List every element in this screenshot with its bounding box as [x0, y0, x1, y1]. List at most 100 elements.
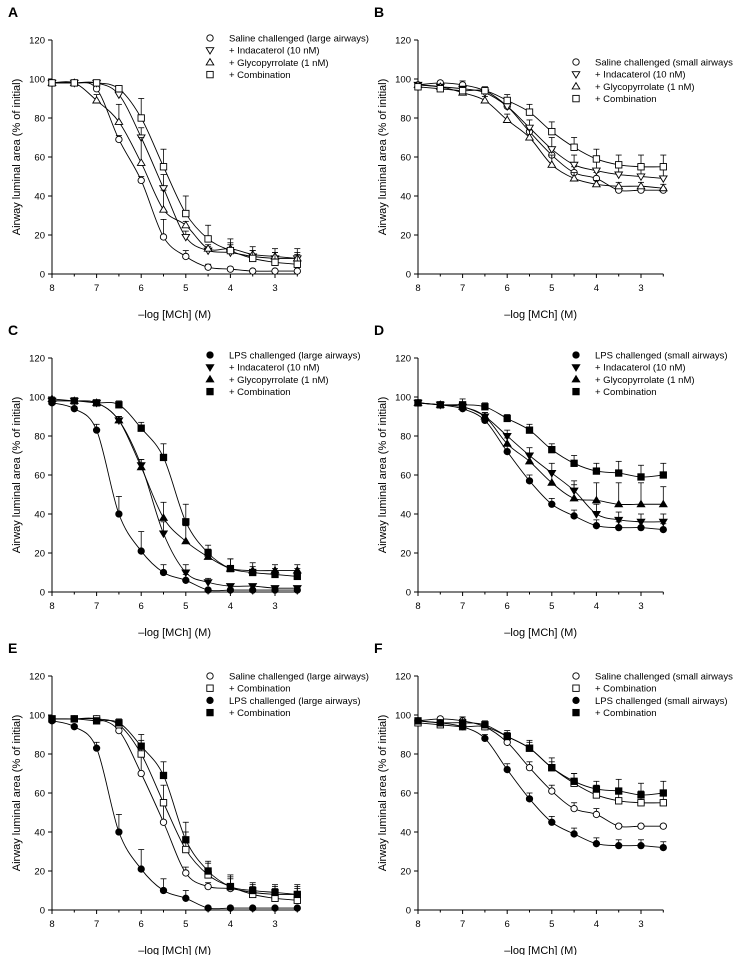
series-0 [414, 399, 667, 534]
legend-label: + Glycopyrrolate (1 nM) [229, 58, 329, 69]
legend-marker-square [206, 684, 214, 692]
x-tick-label: 5 [183, 283, 188, 294]
data-point [293, 267, 301, 275]
data-point [270, 585, 280, 593]
data-point [159, 233, 168, 241]
data-point [48, 715, 56, 723]
data-point [615, 469, 623, 477]
x-tick-label: 3 [272, 283, 277, 294]
x-tick-label: 6 [505, 601, 510, 612]
data-point [636, 173, 646, 182]
data-point [204, 867, 212, 875]
data-point [659, 822, 667, 830]
legend-marker-triangle-down [205, 47, 215, 55]
data-point [249, 568, 257, 577]
data-point [293, 572, 301, 581]
data-point [615, 523, 623, 532]
data-point [658, 175, 668, 184]
x-tick-label: 5 [549, 601, 554, 612]
x-tick-label: 6 [139, 919, 144, 930]
series-0 [48, 79, 301, 275]
data-point [637, 473, 645, 481]
x-tick-label: 6 [505, 919, 510, 930]
data-point [569, 161, 579, 170]
y-tick-label: 80 [34, 114, 45, 125]
data-point [137, 750, 145, 758]
data-point [548, 763, 556, 772]
data-point [525, 795, 534, 803]
y-tick-label: 120 [29, 672, 45, 683]
data-point [159, 163, 168, 171]
data-point [204, 263, 212, 271]
x-tick-label: 4 [594, 283, 599, 294]
data-point [481, 734, 489, 743]
fit-curve [51, 398, 298, 572]
y-tick-label: 40 [34, 828, 45, 839]
data-point [548, 818, 556, 826]
data-point [436, 719, 444, 727]
y-tick-label: 60 [400, 471, 411, 482]
series-3 [48, 397, 301, 581]
data-point [159, 886, 168, 895]
legend-label: + Indacaterol (10 nM) [229, 363, 320, 374]
fit-curve [52, 718, 298, 901]
legend-marker-circle [206, 351, 214, 359]
data-point [182, 209, 190, 218]
data-point [481, 721, 489, 729]
data-point [615, 787, 623, 795]
data-point [524, 456, 535, 465]
y-tick-label: 120 [29, 36, 45, 47]
y-tick-label: 20 [400, 549, 411, 560]
x-tick-label: 5 [549, 283, 554, 294]
x-axis-label: –log [MCh] (M) [504, 627, 577, 639]
data-point [615, 797, 623, 805]
series-2 [413, 398, 668, 508]
y-tick-label: 20 [400, 231, 411, 242]
data-point [659, 471, 667, 479]
data-point [503, 732, 511, 741]
data-point [271, 888, 279, 897]
x-tick-label: 5 [549, 919, 554, 930]
y-axis-label: Airway luminal area (% of initial) [11, 715, 23, 872]
data-point [548, 787, 556, 795]
y-axis-label: Airway luminal area (% of initial) [377, 79, 389, 236]
x-axis-label: –log [MCh] (M) [138, 945, 211, 955]
data-point [547, 146, 557, 154]
y-tick-label: 60 [34, 471, 45, 482]
series-2 [47, 78, 302, 262]
series-1 [48, 715, 301, 904]
series-3 [48, 79, 301, 268]
data-point [570, 804, 578, 813]
y-tick-label: 40 [34, 510, 45, 521]
y-tick-label: 120 [29, 354, 45, 365]
y-tick-label: 0 [40, 906, 45, 917]
y-tick-label: 40 [34, 192, 45, 203]
data-point [182, 845, 190, 854]
legend-label: Saline challenged (large airways) [229, 672, 369, 683]
data-point [159, 799, 168, 807]
data-point [48, 79, 56, 87]
data-point [480, 95, 490, 104]
data-point [591, 495, 601, 504]
series-2 [48, 717, 301, 912]
data-point [458, 87, 467, 95]
y-tick-label: 20 [400, 867, 411, 878]
fit-curve [51, 718, 298, 895]
data-point [137, 176, 145, 185]
data-point [159, 771, 168, 780]
y-tick-label: 20 [34, 231, 45, 242]
legend-label: + Indacaterol (10 nM) [595, 363, 686, 374]
data-point [658, 499, 668, 508]
data-point [614, 181, 624, 190]
fit-curve [417, 402, 664, 505]
panel-b: B 0 20 40 60 80 100 120 8 7 6 5 4 3 –log [MCh] (M) Airw… [374, 4, 733, 321]
data-point [293, 890, 301, 899]
legend-marker-circle [572, 58, 580, 66]
data-point [547, 478, 557, 486]
legend-label: LPS challenged (small airways) [595, 696, 728, 707]
fit-curve [51, 402, 298, 592]
data-point [137, 769, 145, 778]
series-3 [48, 715, 301, 899]
y-tick-label: 100 [395, 711, 411, 722]
y-tick-label: 120 [395, 354, 411, 365]
